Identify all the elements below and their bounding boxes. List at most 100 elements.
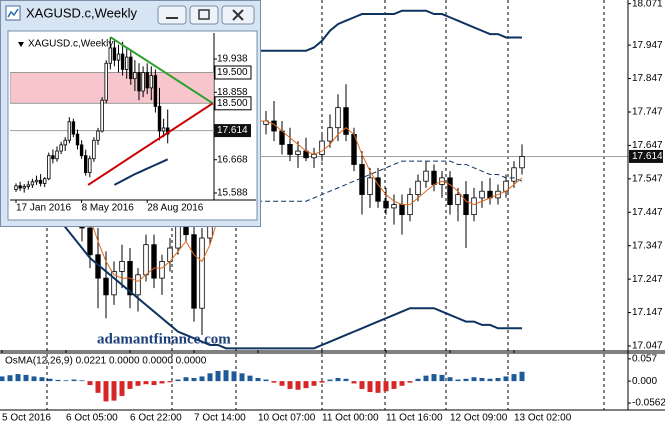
histogram-bar [263,379,269,382]
candle-body [119,261,125,272]
candle-body [295,150,301,155]
candle-body [125,56,129,70]
candle-body [143,244,149,276]
y-tick-label: 16.668 [217,154,248,165]
candle-body [415,180,421,195]
histogram-bar [191,377,197,382]
histogram-bar [511,374,517,382]
candle-body [319,140,325,155]
histogram-bar [319,381,325,383]
histogram-bar [159,381,165,384]
histogram-bar [239,373,245,382]
histogram-bar [55,379,61,382]
histogram-bar [423,375,429,382]
histogram-bar [103,381,109,402]
candle-body [399,204,405,216]
restore-icon [198,9,210,20]
zone-label-box [214,65,252,80]
candle-body [327,127,333,142]
histogram-bar [207,373,213,382]
histogram-bar [495,377,501,382]
x-tick-label: 8 May 2016 [82,203,135,214]
last-price-label: 17.614 [217,125,248,136]
last-price-box [214,124,251,138]
x-tick-label: 17 Jan 2016 [16,203,71,214]
candle-body [18,185,22,189]
candle-body [120,53,125,70]
osma-title: OsMA(12,26,9) 0.0221 0.0000 0.0000 0.000… [5,356,207,367]
candle-body [447,177,453,205]
histogram-bar [335,377,341,382]
candle-body [108,47,112,64]
histogram-bar [431,374,437,382]
restore-button[interactable] [189,5,219,25]
candle-body [153,75,158,107]
histogram-bar [303,381,309,389]
candle-body [191,234,197,309]
histogram-bar [119,381,125,396]
histogram-bar [295,381,301,390]
histogram-bar [399,381,405,386]
inset-chart-title: XAGUSD.c,Weekly [28,39,113,50]
histogram-bar [47,378,53,382]
y-tick-label: 17.047 [632,341,663,352]
histogram-bar [255,377,261,382]
candle-body [431,170,437,185]
candle-body [519,156,525,169]
histogram-bar [223,370,229,382]
x-tick-label: 11 Oct 00:00 [322,413,379,424]
candle-body [287,144,293,155]
candle-body [133,72,137,80]
histogram-bar [391,381,397,389]
x-tick-label: 10 Oct 07:00 [258,413,316,424]
candle-body [455,194,461,205]
x-tick-label: 13 Oct 02:00 [514,413,572,424]
candle-body [511,167,517,182]
candle-body [88,158,92,173]
histogram-bar [415,378,421,382]
histogram-bar [479,377,485,382]
candle-body [343,107,349,135]
histogram-bar [7,375,13,382]
candle-body [479,190,485,199]
indicator-line [1,186,522,350]
candle-body [129,56,133,80]
histogram-bar [375,381,381,393]
minimize-button[interactable] [157,5,187,25]
candle-body [111,271,117,296]
y-tick-label: 17.147 [632,307,663,318]
histogram-bar [271,381,277,383]
candle-body [391,204,397,209]
x-tick-label: 6 Oct 22:00 [130,413,182,424]
histogram-bar [71,379,77,382]
y-tick-label: 17.947 [632,40,663,51]
zone-label: 19.500 [217,67,248,78]
histogram-bar [247,375,253,382]
histogram-bar [95,381,101,393]
y-tick-label: 19.938 [217,54,248,65]
y-tick-label: 15.588 [217,188,248,199]
histogram-bar [407,381,413,383]
inset-axis: 18.500 19.500 19.938 18.858 16.668 15.588 17.6… [15,54,252,214]
trend-line [87,102,214,186]
histogram-bar [359,381,365,389]
candle-body [383,200,389,209]
candle-body [116,53,121,61]
x-tick-label: 12 Oct 09:00 [450,413,508,424]
dropdown-arrow[interactable] [18,42,24,47]
histogram-bar [367,381,373,393]
candle-body [149,75,153,89]
histogram-bar [111,381,117,401]
osma-axis: 0.057 0.000 -0.0562 [628,353,665,409]
osma-plot [0,370,525,402]
candle-body [135,274,141,296]
candle-body [84,155,88,173]
last-price-box [629,149,663,163]
candle-body [375,177,381,202]
candle-body [59,144,63,152]
histogram-bar [327,379,333,382]
histogram-bar [87,381,93,386]
histogram-bar [135,381,141,386]
zone-label: 18.500 [217,98,248,109]
histogram-bar [447,377,453,382]
